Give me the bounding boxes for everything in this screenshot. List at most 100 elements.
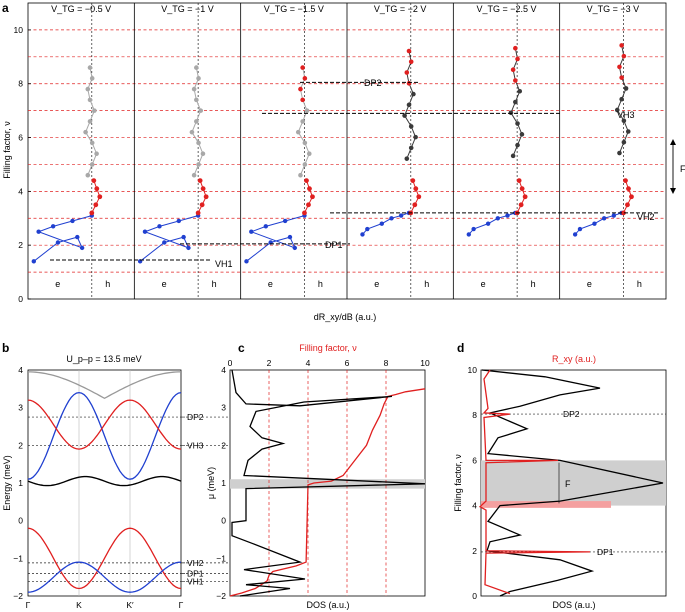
panel-a-upper-point: [295, 129, 301, 135]
panel-a-upper-point: [408, 59, 414, 65]
panel-a-upper-point: [404, 156, 410, 161]
panel-a-upper-point: [621, 118, 627, 124]
panel-c-toptick: 8: [384, 358, 389, 368]
panel-a-blue-point: [495, 216, 500, 221]
panel-d-pink-band: [481, 501, 611, 508]
panel-a-red-point: [412, 202, 418, 208]
panel-b-lower-blue-band: [27, 561, 182, 593]
panel-d-ytick: 4: [472, 501, 477, 511]
panel-a-label-e: e: [162, 279, 167, 289]
panel-a-blue-point: [142, 229, 148, 234]
panel-a-upper-point: [191, 172, 197, 178]
panel-b-blue-band: [27, 391, 182, 480]
panel-a-upper-point: [306, 151, 312, 156]
panel-a-blue-point: [398, 213, 404, 218]
panel-b-ylabel: Energy (meV): [2, 455, 12, 511]
panel-a-upper-point: [513, 99, 518, 105]
panel-c-ylabel: μ (meV): [206, 467, 216, 499]
panel-a-red-point: [306, 202, 311, 208]
panel-a-blue-point: [389, 216, 394, 221]
panel-a-blue-point: [55, 240, 61, 245]
panel-a-ytick: 10: [14, 25, 24, 35]
panel-a-blue-point: [505, 213, 510, 218]
panel-a-red-point: [416, 194, 422, 200]
panel-a-blue-point: [471, 226, 476, 232]
panel-c-ytick: 1: [221, 478, 226, 488]
panel-a-upper-point: [300, 65, 305, 70]
panel-a-upper-point: [200, 151, 206, 156]
panel-a-blue-point: [31, 259, 36, 264]
panel-a-blue-point: [181, 234, 186, 240]
panel-a-blue-point: [75, 234, 80, 240]
panel-a-red-point: [621, 210, 626, 216]
panel-a-upper-point: [83, 129, 88, 135]
panel-b-flat-band: [27, 475, 182, 487]
panel-a-subplot-title: V_TG = −3 V: [587, 4, 640, 14]
panel-a-blue-point: [79, 245, 85, 251]
panel-a-upper-point: [404, 70, 410, 75]
panel-a-upper-point: [413, 134, 418, 140]
panel-c-toptick: 0: [228, 358, 233, 368]
panel-d-ytick: 0: [472, 591, 477, 601]
panel-a-label-h: h: [105, 279, 110, 289]
panel-a-upper-point: [621, 139, 627, 145]
panel-b-yticks: −2 −1 0 1 2 3 4: [13, 365, 23, 601]
panel-a-upper-point: [515, 142, 520, 148]
panel-a-upper-point: [198, 108, 204, 113]
panel-a-upper-point: [196, 76, 201, 81]
panel-b-ytick: −2: [13, 591, 23, 601]
panel-a-red-point: [97, 194, 103, 200]
panel-a-label-e: e: [268, 279, 273, 289]
panel-b-xtick: Γ: [26, 600, 31, 610]
panel-a-upper-point: [510, 67, 516, 73]
panel-a: 0 2 4 6 8 10 Filling factor, ν dR_xy/dB (a.u.…: [2, 2, 685, 322]
panel-b-xtick: K: [76, 600, 82, 610]
panel-a-blue-point: [365, 226, 370, 232]
panel-a-xlabel: dR_xy/dB (a.u.): [314, 312, 377, 322]
panel-c-topticks: 0 2 4 6 8 10: [228, 358, 430, 368]
panel-b-ytick: 1: [18, 478, 23, 488]
panel-a-red-point: [516, 178, 522, 184]
panel-a-blue-point: [577, 226, 583, 232]
panel-a-label-h: h: [531, 279, 536, 289]
panel-a-red-point: [518, 202, 524, 208]
panel-a-blue-point: [379, 221, 384, 226]
panel-a-blue-point: [249, 229, 254, 234]
panel-a-upper-point: [621, 53, 627, 59]
panel-a-upper-point: [302, 76, 308, 81]
panel-b-ytick: 3: [18, 403, 23, 413]
panel-b-ytick: 4: [18, 365, 23, 375]
panel-a-upper-point: [508, 110, 514, 116]
panel-a-blue-point: [466, 232, 471, 237]
panel-a-red-point: [203, 194, 209, 200]
panel-a-upper-point: [189, 129, 195, 135]
panel-a-red-point: [410, 178, 416, 184]
panel-d-ytick: 10: [468, 365, 478, 375]
panel-a-red-point: [94, 186, 100, 192]
panel-a-blue-point: [592, 221, 597, 226]
panel-a-label-h: h: [318, 279, 323, 289]
panel-a-upper-point: [194, 65, 199, 70]
panel-a-upper-point: [298, 172, 303, 178]
panel-a-upper-point: [300, 97, 305, 103]
panel-a-upper-point: [89, 162, 95, 167]
panel-c-toptick: 6: [345, 358, 350, 368]
panel-b-bands: [27, 371, 182, 593]
panel-a-label-e: e: [374, 279, 379, 289]
panel-b-xticks: Γ K K′ Γ: [26, 370, 184, 610]
panel-a-upper-point: [302, 140, 308, 146]
panel-a-upper-point: [89, 140, 95, 146]
panel-b-ytick: −1: [13, 553, 23, 563]
panel-b-top-band: [28, 371, 181, 400]
panel-a-label-e: e: [481, 279, 486, 289]
panel-a-ylabel: Filling factor, ν: [2, 121, 12, 179]
panel-a-red-point: [304, 178, 309, 184]
panel-a-blue-point: [611, 213, 616, 218]
panel-d-xlabel: DOS (a.u.): [552, 600, 595, 610]
panel-a-blue-point: [485, 221, 491, 226]
panel-a-blue-point: [601, 216, 607, 221]
panel-c-plot: [182, 369, 426, 597]
panel-a-blue-point: [70, 218, 75, 224]
panel-a-subplot-title: V_TG = −1 V: [161, 4, 214, 14]
panel-a-upper-point: [194, 97, 199, 103]
